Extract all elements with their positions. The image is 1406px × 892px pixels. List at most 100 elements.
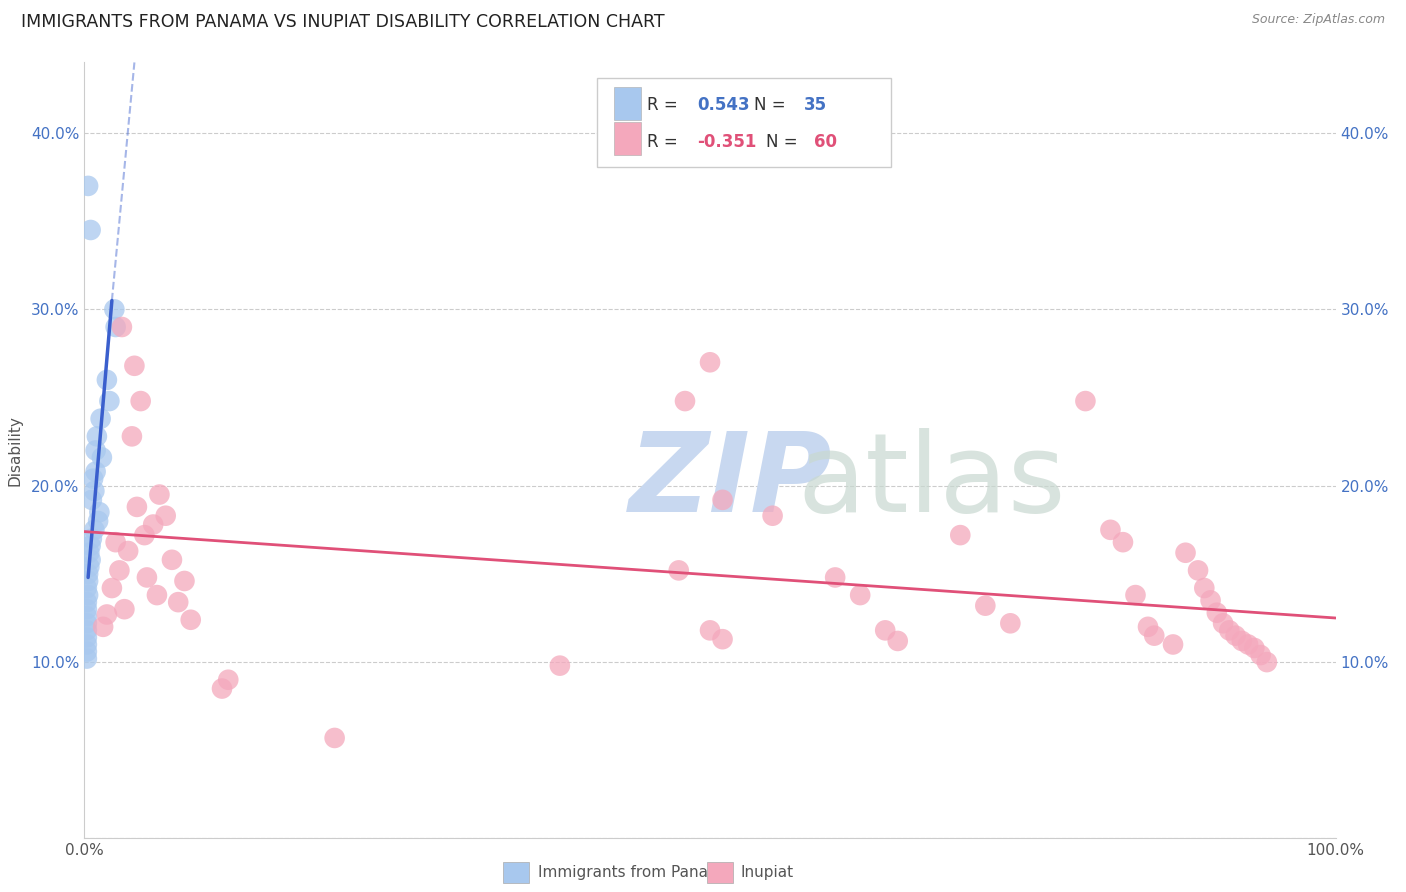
Point	[112, 602, 135, 616]
Point	[82, 472, 104, 486]
Point	[111, 320, 134, 334]
Point	[104, 535, 127, 549]
Point	[86, 429, 108, 443]
Point	[146, 588, 169, 602]
Point	[668, 563, 690, 577]
Point	[824, 570, 846, 584]
Point	[136, 570, 159, 584]
Text: R =: R =	[648, 133, 683, 151]
Point	[91, 620, 114, 634]
Point	[90, 411, 112, 425]
Point	[1174, 546, 1197, 560]
Point	[76, 644, 98, 658]
Point	[762, 508, 785, 523]
Point	[699, 355, 721, 369]
Point	[1237, 637, 1260, 651]
Point	[76, 581, 98, 595]
Point	[79, 560, 101, 574]
Point	[548, 658, 571, 673]
Point	[1074, 394, 1097, 409]
Text: atlas: atlas	[797, 428, 1066, 535]
Point	[77, 588, 100, 602]
Point	[1218, 624, 1240, 638]
Point	[98, 394, 121, 409]
Point	[84, 443, 107, 458]
Text: N =: N =	[754, 96, 790, 114]
Point	[76, 595, 98, 609]
Point	[117, 544, 139, 558]
Point	[96, 373, 118, 387]
Text: Immigrants from Panama: Immigrants from Panama	[538, 865, 733, 880]
Point	[1136, 620, 1159, 634]
Point	[90, 450, 112, 465]
Point	[77, 574, 100, 588]
Text: ZIP: ZIP	[628, 428, 832, 535]
Point	[87, 514, 110, 528]
Point	[160, 553, 183, 567]
Point	[77, 566, 100, 581]
Point	[148, 487, 170, 501]
Point	[711, 632, 734, 647]
Text: -0.351: -0.351	[697, 133, 756, 151]
Point	[125, 500, 148, 514]
Point	[76, 637, 98, 651]
Text: R =: R =	[648, 96, 683, 114]
Point	[1161, 637, 1184, 651]
FancyBboxPatch shape	[613, 122, 641, 155]
Point	[1187, 563, 1209, 577]
Point	[1000, 616, 1022, 631]
Point	[1205, 606, 1227, 620]
Text: 35: 35	[804, 96, 827, 114]
Point	[77, 178, 100, 193]
Point	[76, 602, 98, 616]
Point	[79, 539, 101, 553]
Y-axis label: Disability: Disability	[7, 415, 22, 486]
Point	[103, 302, 125, 317]
Point	[1212, 616, 1234, 631]
Text: IMMIGRANTS FROM PANAMA VS INUPIAT DISABILITY CORRELATION CHART: IMMIGRANTS FROM PANAMA VS INUPIAT DISABI…	[21, 13, 665, 31]
Point	[79, 223, 101, 237]
Point	[1256, 655, 1278, 669]
Point	[1250, 648, 1272, 662]
Point	[104, 320, 127, 334]
Point	[1112, 535, 1135, 549]
Point	[76, 631, 98, 645]
Point	[217, 673, 239, 687]
Point	[129, 394, 152, 409]
Point	[142, 517, 165, 532]
Text: 0.543: 0.543	[697, 96, 751, 114]
Point	[673, 394, 696, 409]
Point	[79, 553, 101, 567]
Point	[121, 429, 143, 443]
Point	[323, 731, 346, 745]
Point	[134, 528, 156, 542]
Point	[79, 546, 101, 560]
Point	[89, 505, 111, 519]
Point	[80, 492, 103, 507]
Point	[887, 634, 910, 648]
Point	[974, 599, 997, 613]
Point	[155, 508, 177, 523]
FancyBboxPatch shape	[613, 87, 641, 120]
Point	[83, 483, 105, 498]
Text: Source: ZipAtlas.com: Source: ZipAtlas.com	[1251, 13, 1385, 27]
Point	[1199, 593, 1222, 607]
FancyBboxPatch shape	[598, 78, 891, 167]
Point	[875, 624, 897, 638]
Point	[1230, 634, 1253, 648]
Point	[76, 624, 98, 638]
Point	[949, 528, 972, 542]
Text: 60: 60	[814, 133, 837, 151]
Point	[699, 624, 721, 638]
Point	[83, 523, 105, 537]
Point	[173, 574, 195, 588]
Point	[80, 532, 103, 546]
Point	[849, 588, 872, 602]
Point	[167, 595, 190, 609]
Point	[76, 616, 98, 631]
Text: Inupiat: Inupiat	[741, 865, 794, 880]
Point	[108, 563, 131, 577]
Point	[76, 651, 98, 665]
Point	[1099, 523, 1122, 537]
Point	[1125, 588, 1147, 602]
